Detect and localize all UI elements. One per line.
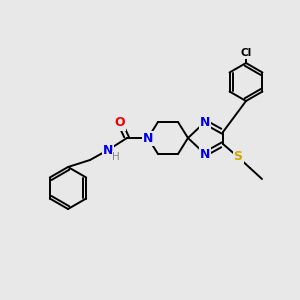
Text: N: N [200, 116, 210, 128]
Text: N: N [143, 131, 153, 145]
Text: H: H [112, 152, 120, 162]
Text: O: O [115, 116, 125, 130]
Text: S: S [233, 151, 242, 164]
Text: N: N [103, 143, 113, 157]
Text: N: N [200, 148, 210, 160]
Text: Cl: Cl [240, 48, 252, 58]
